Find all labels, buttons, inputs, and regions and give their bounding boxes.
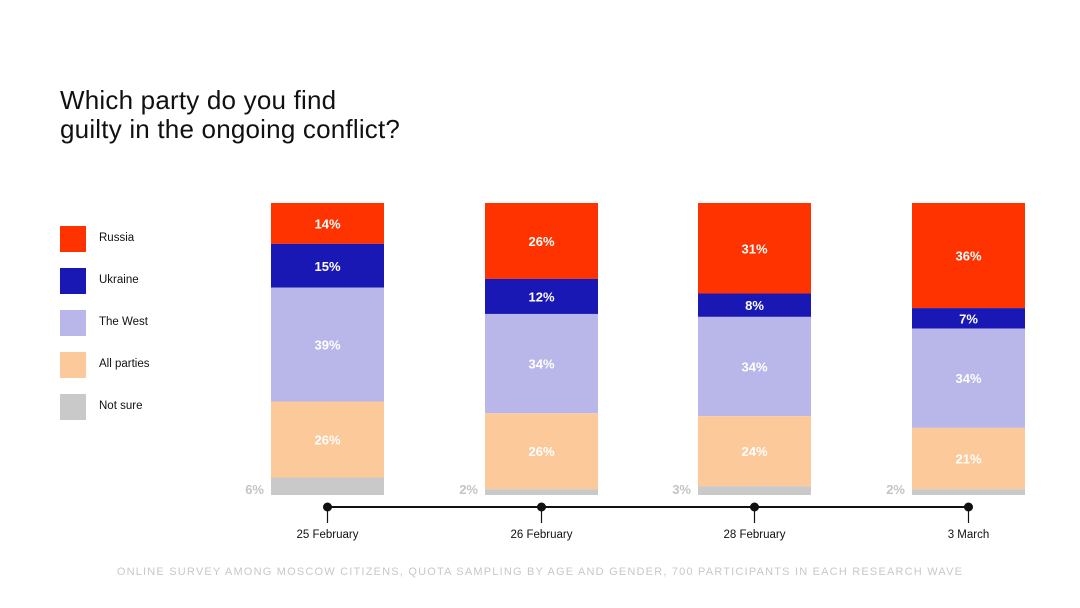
bar-segment-the-west-25-february	[271, 287, 384, 402]
bar-segment-all-parties-3-march	[912, 427, 1025, 490]
bar-segment-ukraine-26-february	[485, 278, 598, 314]
legend-label-the-west: The West	[99, 316, 148, 328]
legend-swatch-all-parties	[60, 352, 86, 378]
x-tick-label-26-february: 26 February	[510, 529, 572, 541]
legend-label-russia: Russia	[99, 232, 135, 244]
data-label-ukraine-25-february: 15%	[314, 259, 340, 274]
bar-segment-russia-25-february	[271, 203, 384, 244]
data-label-russia-28-february: 31%	[741, 241, 767, 256]
timeline-dot-3-march	[964, 502, 973, 512]
bar-segment-ukraine-3-march	[912, 308, 1025, 329]
data-label-the-west-25-february: 39%	[314, 338, 340, 353]
legend-swatch-ukraine	[60, 268, 86, 294]
legend-label-not-sure: Not sure	[99, 400, 143, 412]
bar-segment-ukraine-25-february	[271, 243, 384, 288]
timeline-dot-28-february	[750, 502, 759, 512]
data-label-not-sure-26-february: 2%	[459, 482, 478, 497]
x-tick-label-28-february: 28 February	[723, 529, 785, 541]
bar-segment-all-parties-26-february	[485, 413, 598, 490]
bar-segment-ukraine-28-february	[698, 293, 811, 317]
chart-title-line-2: guilty in the ongoing conflict?	[60, 114, 401, 144]
bar-segment-not-sure-28-february	[698, 486, 811, 495]
bar-segment-not-sure-3-march	[912, 489, 1025, 495]
legend-label-ukraine: Ukraine	[99, 274, 139, 286]
chart-title-line-1: Which party do you find	[60, 85, 337, 115]
data-label-ukraine-28-february: 8%	[745, 298, 764, 313]
data-label-all-parties-26-february: 26%	[528, 444, 554, 459]
x-tick-label-25-february: 25 February	[296, 529, 358, 541]
legend-label-all-parties: All parties	[99, 358, 150, 370]
bar-segment-russia-26-february	[485, 203, 598, 279]
data-label-all-parties-28-february: 24%	[741, 444, 767, 459]
data-label-the-west-26-february: 34%	[528, 357, 554, 372]
bar-segment-the-west-3-march	[912, 328, 1025, 428]
data-label-ukraine-3-march: 7%	[959, 311, 978, 326]
data-label-russia-26-february: 26%	[528, 234, 554, 249]
data-label-russia-25-february: 14%	[314, 216, 340, 231]
x-tick-label-3-march: 3 March	[948, 529, 990, 541]
bar-segment-not-sure-26-february	[485, 489, 598, 495]
data-label-the-west-3-march: 34%	[955, 371, 981, 386]
bar-segment-russia-28-february	[698, 203, 811, 294]
legend-swatch-not-sure	[60, 394, 86, 420]
data-label-ukraine-26-february: 12%	[528, 289, 554, 304]
data-label-not-sure-3-march: 2%	[886, 482, 905, 497]
data-label-all-parties-3-march: 21%	[955, 452, 981, 467]
bar-segment-the-west-26-february	[485, 313, 598, 414]
timeline-dot-25-february	[323, 502, 332, 512]
bar-group-25-february: 14% 15% 39% 26% 6%	[245, 203, 384, 497]
bar-segment-the-west-28-february	[698, 316, 811, 417]
legend-swatch-russia	[60, 226, 86, 252]
bar-group-28-february: 31% 8% 34% 24% 3%	[672, 203, 811, 497]
footnote: ONLINE SURVEY AMONG MOSCOW CITIZENS, QUO…	[116, 566, 964, 578]
data-label-the-west-28-february: 34%	[741, 360, 767, 375]
bar-segment-not-sure-25-february	[271, 477, 384, 495]
bar-group-26-february: 26% 12% 34% 26% 2%	[459, 203, 598, 497]
bar-segment-all-parties-28-february	[698, 416, 811, 487]
data-label-all-parties-25-february: 26%	[314, 433, 340, 448]
bar-segment-all-parties-25-february	[271, 401, 384, 478]
chart-title: Which party do you find guilty in the on…	[60, 86, 400, 144]
legend-swatch-the-west	[60, 310, 86, 336]
data-label-not-sure-28-february: 3%	[672, 482, 691, 497]
data-label-not-sure-25-february: 6%	[245, 482, 264, 497]
timeline-dot-26-february	[537, 502, 546, 512]
bar-segment-russia-3-march	[912, 203, 1025, 309]
data-label-russia-3-march: 36%	[955, 249, 981, 264]
bar-group-3-march: 36% 7% 34% 21% 2%	[886, 203, 1025, 497]
